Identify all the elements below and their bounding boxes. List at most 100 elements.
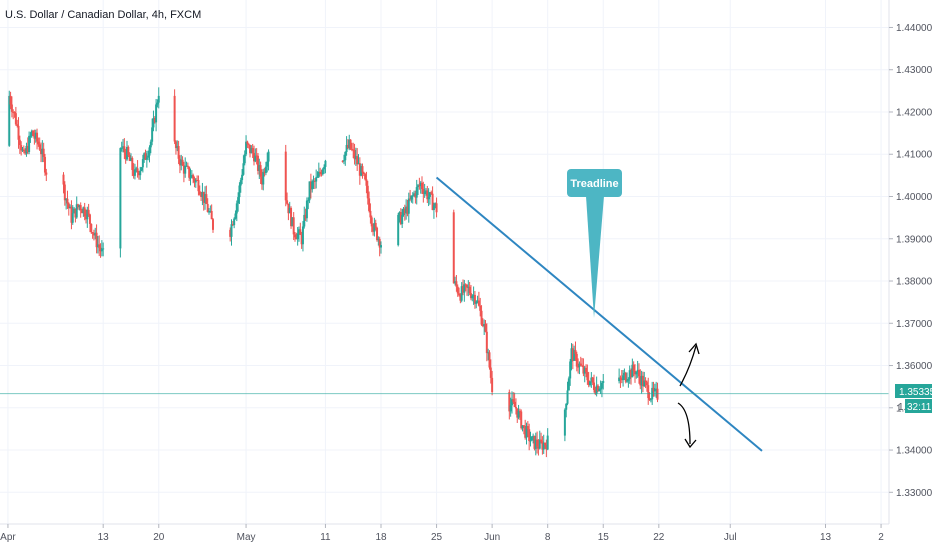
candle-down xyxy=(366,185,369,199)
callout-label: Treadline xyxy=(570,178,618,190)
candle-up xyxy=(417,185,420,188)
candle-up xyxy=(373,222,376,232)
candle-down xyxy=(358,163,361,176)
candle-down xyxy=(231,224,234,226)
candle-down xyxy=(178,158,181,166)
candle-down xyxy=(479,305,482,311)
candle-down xyxy=(33,135,36,139)
candle-down xyxy=(98,244,101,248)
candle-down xyxy=(644,380,647,383)
candle-down xyxy=(516,408,519,418)
treadline-callout[interactable]: Treadline xyxy=(567,169,622,318)
candle-down xyxy=(421,182,424,190)
candle-down xyxy=(67,203,70,209)
candle-up xyxy=(317,171,320,177)
candle-up xyxy=(82,207,85,214)
candle-up xyxy=(266,161,269,167)
down-arrow xyxy=(677,402,691,445)
candle-down xyxy=(533,435,536,449)
y-tick-label: 1.34000 xyxy=(896,446,932,457)
time-axis[interactable]: Apr 13 20 May 11 18 25 Jun 8 15 22 Jul 13 2 xyxy=(0,524,884,543)
candle-up xyxy=(463,284,466,293)
price-badge-hidden-prefix: 1. xyxy=(898,402,906,413)
candle-up xyxy=(129,158,132,161)
candle-down xyxy=(37,141,40,145)
candle-down xyxy=(286,200,289,204)
candle-down xyxy=(81,210,84,214)
x-tick-label: Apr xyxy=(0,532,16,543)
candle-up xyxy=(143,153,146,160)
candle-up xyxy=(69,206,72,209)
candle-down xyxy=(374,222,377,228)
candle-up xyxy=(618,377,621,382)
candle-up xyxy=(230,224,233,237)
candle-down xyxy=(541,441,544,450)
candle-down xyxy=(624,372,627,382)
candle-down xyxy=(211,219,214,230)
candle-up xyxy=(233,218,236,226)
candle-down xyxy=(422,189,425,194)
candle-up xyxy=(189,177,192,179)
candle-down xyxy=(255,155,258,157)
candle-down xyxy=(545,445,548,450)
trendline[interactable] xyxy=(435,176,763,452)
y-tick-label: 1.44000 xyxy=(896,23,932,34)
candle-down xyxy=(188,166,191,178)
candle-down xyxy=(455,281,458,287)
candle-down xyxy=(210,210,213,220)
candle-up xyxy=(238,185,241,198)
y-tick-label: 1.39000 xyxy=(896,234,932,245)
candle-up xyxy=(291,217,294,227)
down-arrow-head xyxy=(684,438,697,449)
chart-title: U.S. Dollar / Canadian Dollar, 4h, FXCM xyxy=(5,9,201,21)
candle-up xyxy=(565,403,568,410)
candle-down xyxy=(45,172,48,175)
candle-down xyxy=(484,324,487,332)
candle-up xyxy=(305,200,308,219)
candle-down xyxy=(247,143,250,145)
candle-up xyxy=(595,385,598,394)
candle-up xyxy=(589,381,592,386)
candle-down xyxy=(42,148,45,157)
candle-up xyxy=(377,238,380,241)
candle-down xyxy=(522,425,525,427)
countdown-value: 32:11 xyxy=(907,402,932,413)
candle-down xyxy=(458,293,461,296)
candle-down xyxy=(513,401,516,407)
candle-up xyxy=(427,196,430,200)
candle-down xyxy=(514,406,517,409)
candle-up xyxy=(267,151,270,162)
candle-up xyxy=(30,130,33,136)
candle-down xyxy=(74,208,77,218)
candle-up xyxy=(288,207,291,214)
candle-up xyxy=(626,380,629,382)
candle-down xyxy=(131,158,134,170)
candle-down xyxy=(18,139,21,146)
candle-up xyxy=(307,200,310,202)
candle-up xyxy=(315,177,318,182)
candle-up xyxy=(590,377,593,382)
candle-up xyxy=(534,439,537,449)
candle-down xyxy=(406,206,409,214)
current-price-badge: 1.35335 1. 32:11 xyxy=(895,384,932,413)
candle-down xyxy=(634,370,636,375)
candle-up xyxy=(254,155,257,162)
y-tick-label: 1.43000 xyxy=(896,65,932,76)
candle-down xyxy=(304,214,307,219)
candle-down xyxy=(586,372,589,381)
candle-down xyxy=(656,388,659,400)
candle-up xyxy=(415,187,418,198)
candle-down xyxy=(537,446,540,449)
candle-up xyxy=(410,195,413,200)
candle-down xyxy=(196,179,199,181)
candle-up xyxy=(600,382,603,389)
candle-up xyxy=(640,375,643,386)
candle-up xyxy=(126,146,128,160)
callout-pointer xyxy=(586,196,604,318)
candle-down xyxy=(205,194,208,204)
candle-down xyxy=(9,95,12,105)
candle-up xyxy=(623,372,626,376)
candle-up xyxy=(567,378,570,391)
candle-down xyxy=(489,367,492,378)
